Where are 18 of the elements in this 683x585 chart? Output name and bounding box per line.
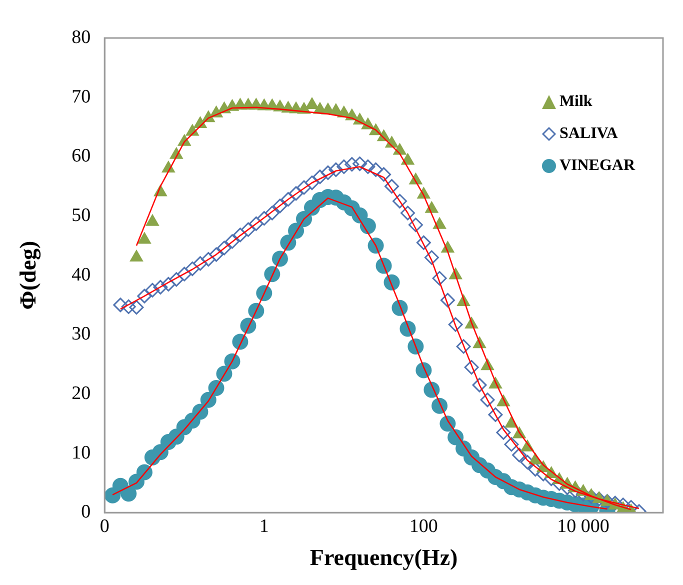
legend-label: VINEGAR (559, 157, 635, 175)
x-tick-label: 10 000 (557, 516, 610, 537)
y-tick-label: 40 (72, 264, 91, 286)
x-tick-label: 100 (409, 516, 438, 537)
y-tick-label: 60 (72, 146, 91, 167)
y-tick-label: 20 (72, 382, 91, 404)
y-axis-title: Φ(deg) (16, 240, 42, 310)
legend-label: SALIVA (559, 125, 618, 143)
x-axis-title: Frequency(Hz) (310, 545, 458, 570)
y-tick-label: 0 (81, 502, 91, 523)
y-tick-label: 10 (72, 442, 91, 464)
x-tick-label: 0 (100, 516, 110, 537)
legend-label: Milk (559, 93, 592, 111)
y-tick-label: 70 (72, 86, 91, 108)
y-tick-label: 80 (72, 26, 91, 48)
y-tick-label: 50 (72, 204, 91, 226)
y-tick-label: 30 (72, 324, 91, 345)
x-tick-label: 1 (259, 516, 269, 537)
